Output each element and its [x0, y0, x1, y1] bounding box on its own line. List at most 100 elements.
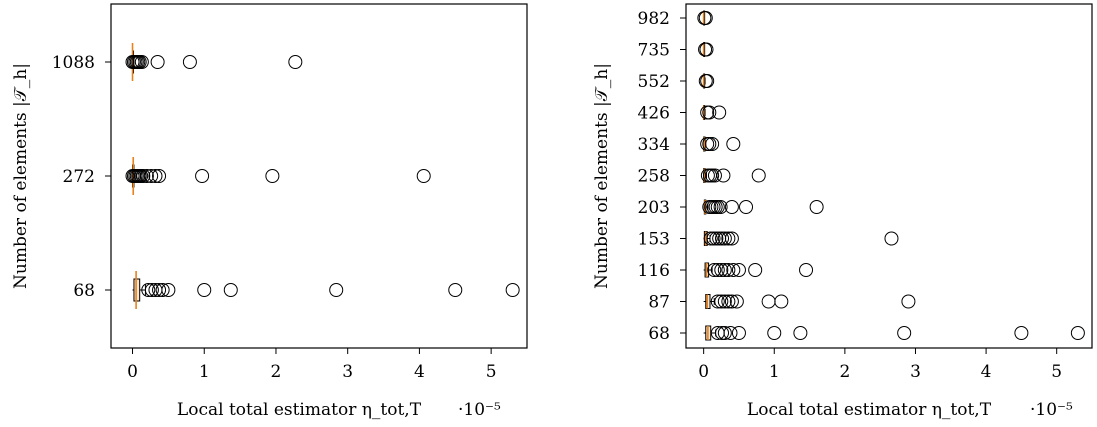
outlier-point	[700, 74, 715, 88]
outlier-point	[703, 231, 718, 246]
outlier-point	[717, 294, 732, 309]
x-axis-title: Local total estimator η_tot,T	[747, 400, 992, 420]
outlier-point	[161, 283, 176, 297]
outlier-point	[223, 283, 238, 297]
outlier-point	[717, 263, 732, 277]
x-tick-label: 0	[127, 362, 138, 382]
outlier-point	[724, 200, 739, 214]
outlier-point	[705, 168, 720, 183]
plot-frame	[685, 3, 1093, 349]
outlier-point	[709, 231, 724, 246]
x-axis-title: Local total estimator η_tot,T	[177, 400, 422, 420]
outlier-point	[707, 168, 722, 183]
outlier-point	[141, 283, 156, 297]
outlier-point	[724, 231, 739, 246]
outlier-point	[751, 168, 766, 183]
outlier-point	[897, 326, 912, 340]
outlier-point	[150, 55, 165, 69]
x-tick-label: 4	[981, 362, 992, 382]
outlier-point	[726, 263, 741, 277]
outlier-point	[416, 169, 431, 183]
outlier-point	[148, 283, 163, 297]
plot-frame	[110, 3, 528, 349]
outlier-point	[195, 169, 210, 183]
outlier-point	[152, 169, 167, 183]
outlier-point	[721, 263, 736, 277]
x-tick-label: 1	[769, 362, 780, 382]
left-box-plot: 0 1 2 3 4 5 68 272 1088 Local total estimator η_t…	[11, 3, 528, 420]
y-tick-label: 552	[638, 72, 670, 92]
outlier-point	[712, 105, 727, 120]
outlier-point	[265, 169, 280, 183]
x-tick-label: 5	[486, 362, 497, 382]
x-tick-label: 4	[414, 362, 425, 382]
y-tick-label: 68	[73, 281, 95, 301]
x-axis-scale: ·10⁻⁵	[1030, 400, 1073, 420]
y-tick-label: 87	[648, 293, 670, 313]
outlier-point	[706, 231, 721, 246]
outlier-point	[748, 263, 763, 277]
x-tick-label: 1	[199, 362, 210, 382]
y-tick-label: 982	[638, 9, 670, 29]
x-tick-label: 3	[342, 362, 353, 382]
outlier-point	[731, 326, 746, 340]
y-tick-label: 68	[648, 324, 670, 344]
outlier-point	[702, 137, 717, 151]
outlier-point	[707, 263, 722, 277]
outlier-point	[699, 42, 714, 57]
outlier-point	[715, 231, 730, 246]
x-tick-label: 0	[698, 362, 709, 382]
outlier-point	[721, 231, 736, 246]
outlier-point	[448, 283, 463, 297]
y-tick-label: 1088	[52, 53, 95, 73]
outlier-point	[726, 137, 741, 151]
y-tick-label: 272	[63, 167, 95, 187]
outlier-point	[710, 294, 725, 309]
outlier-point	[1014, 326, 1029, 340]
y-axis-title: Number of elements |𝒯_h|	[11, 63, 31, 289]
x-tick-label: 5	[1051, 362, 1062, 382]
outlier-point	[714, 294, 729, 309]
y-axis-title: Number of elements |𝒯_h|	[592, 63, 612, 289]
y-tick-label: 203	[638, 198, 670, 218]
outlier-point	[731, 263, 746, 277]
outlier-point	[714, 263, 729, 277]
outlier-point	[717, 231, 732, 246]
outlier-point	[329, 283, 344, 297]
outlier-point	[1070, 326, 1085, 340]
outlier-point	[155, 283, 170, 297]
outlier-point	[148, 169, 163, 183]
outlier-point	[799, 263, 814, 277]
outlier-point	[702, 105, 717, 120]
y-tick-label: 735	[638, 41, 670, 61]
outlier-point	[793, 326, 808, 340]
x-tick-label: 2	[271, 362, 282, 382]
outlier-point	[710, 200, 725, 214]
outlier-point	[717, 326, 732, 340]
outlier-point	[698, 74, 713, 88]
outlier-point	[288, 55, 303, 69]
y-tick-label: 426	[638, 104, 670, 124]
outlier-point	[901, 294, 916, 309]
outlier-point	[139, 169, 154, 183]
outlier-point	[710, 263, 725, 277]
outlier-point	[774, 294, 789, 309]
outlier-point	[152, 283, 167, 297]
outlier-point	[809, 200, 824, 214]
outlier-point	[724, 294, 739, 309]
outlier-point	[723, 326, 738, 340]
x-tick-label: 3	[910, 362, 921, 382]
y-tick-label: 258	[638, 167, 670, 187]
outlier-point	[197, 283, 212, 297]
outlier-point	[698, 11, 713, 25]
outlier-point	[761, 294, 776, 309]
outlier-point	[729, 294, 744, 309]
y-tick-label: 116	[638, 261, 670, 281]
outlier-point	[721, 294, 736, 309]
outlier-point	[136, 169, 151, 183]
y-tick-label: 153	[638, 230, 670, 250]
outlier-point	[713, 200, 728, 214]
right-box-plot: 0 1 2 3 4 5 68 87 116 153 203 258 334 426 552 735 982 Loc…	[592, 3, 1093, 420]
outlier-point	[715, 326, 730, 340]
